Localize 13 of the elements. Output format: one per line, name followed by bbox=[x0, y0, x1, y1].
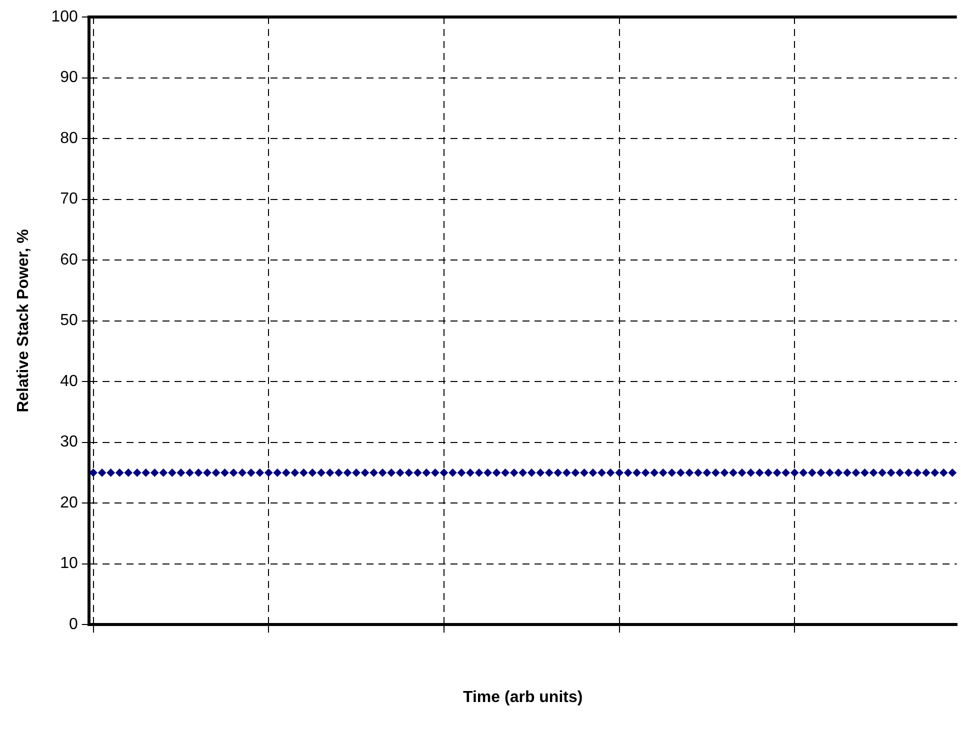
y-tick-label: 90 bbox=[60, 69, 78, 86]
y-axis-title: Relative Stack Power, % bbox=[15, 229, 32, 412]
y-tick-label: 50 bbox=[60, 312, 78, 330]
x-axis-title: Time (arb units) bbox=[462, 688, 583, 706]
y-tick-label: 60 bbox=[60, 251, 78, 268]
y-tick-label: 40 bbox=[60, 372, 78, 390]
y-tick-label: 20 bbox=[60, 494, 78, 512]
y-tick-label: 100 bbox=[51, 8, 78, 26]
y-tick-label: 30 bbox=[60, 434, 78, 451]
y-tick-label: 0 bbox=[68, 616, 78, 634]
y-tick-label: 10 bbox=[60, 555, 78, 572]
y-tick-label: 80 bbox=[60, 130, 78, 147]
y-tick-label: 70 bbox=[60, 190, 78, 208]
